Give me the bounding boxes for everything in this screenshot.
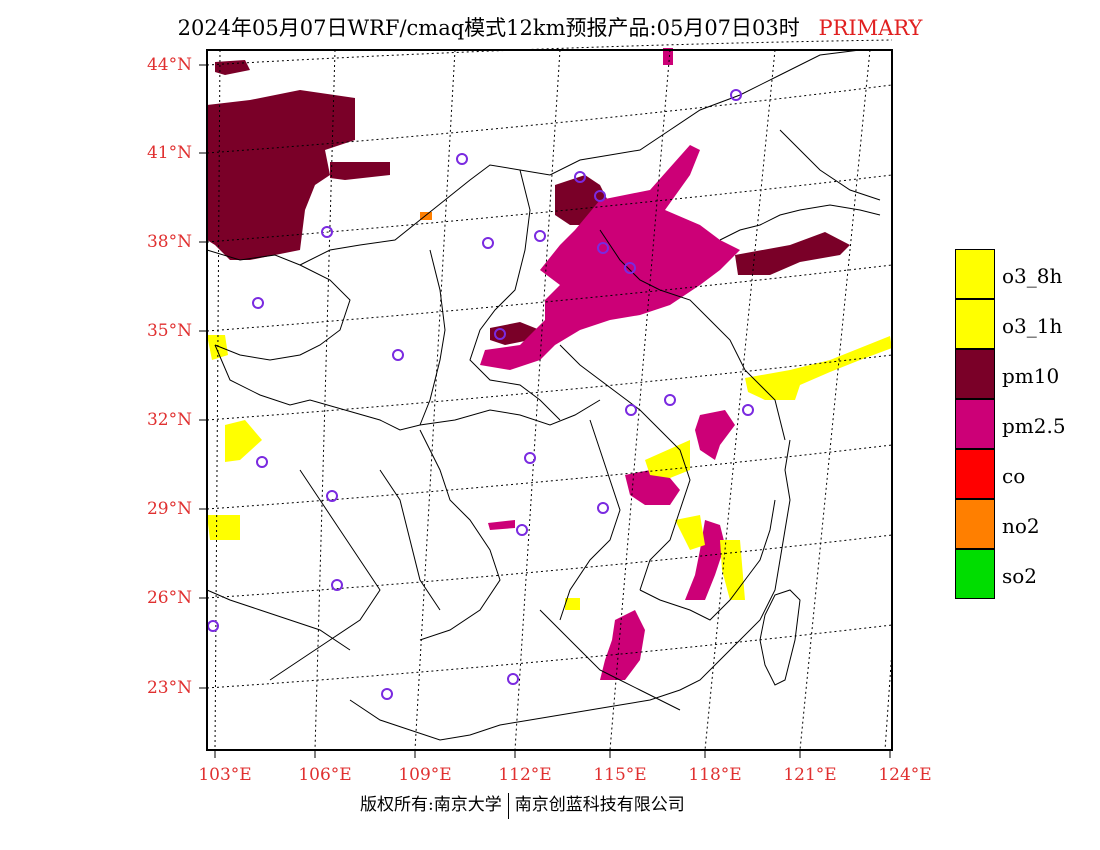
pm25-anhui <box>695 410 735 460</box>
station-markers <box>207 89 754 700</box>
station-marker <box>326 490 338 502</box>
legend-swatch <box>955 299 995 349</box>
pm10-ningxia <box>330 162 390 180</box>
lon-label: 109°E <box>398 765 452 785</box>
copyright-right: 南京创蓝科技有限公司 <box>514 795 685 815</box>
pm10-northwest <box>207 90 355 260</box>
title-text: 2024年05月07日WRF/cmaq模式12km预报产品:05月07日03时 <box>177 16 800 40</box>
map-title: 2024年05月07日WRF/cmaq模式12km预报产品:05月07日03时 … <box>0 12 1100 42</box>
pm25-north-china-plain <box>480 145 740 370</box>
longitude-lines <box>214 49 893 751</box>
lat-label: 29°N <box>146 499 192 519</box>
station-marker <box>381 688 393 700</box>
lat-label: 26°N <box>146 588 192 608</box>
legend-label: pm2.5 <box>1002 414 1066 438</box>
station-marker <box>730 89 742 101</box>
taiwan-outline <box>759 589 801 686</box>
station-marker <box>597 242 609 254</box>
latitude-lines <box>206 39 893 689</box>
station-marker <box>597 502 609 514</box>
station-marker <box>494 328 506 340</box>
station-marker <box>534 230 546 242</box>
station-marker <box>516 524 528 536</box>
lat-label: 44°N <box>146 55 192 75</box>
lon-label: 124°E <box>878 765 932 785</box>
o3-regions <box>207 335 892 610</box>
legend-label: co <box>1002 464 1026 488</box>
legend-swatch <box>955 499 995 549</box>
station-marker <box>524 452 536 464</box>
station-marker <box>207 620 219 632</box>
no2-spot <box>420 212 432 220</box>
o3-yunnan-west <box>207 515 240 540</box>
title-tag: PRIMARY <box>818 16 923 40</box>
o3-sichuan <box>225 420 262 462</box>
copyright-footer: 版权所有:南京大学 南京创蓝科技有限公司 <box>360 790 685 819</box>
o3-jiangxi-east <box>675 515 705 550</box>
legend-label: o3_1h <box>1002 314 1063 338</box>
pm25-hubei <box>625 470 680 505</box>
legend-swatch <box>955 349 995 399</box>
lon-label: 121°E <box>783 765 837 785</box>
axis-ticks <box>199 64 891 758</box>
lon-label: 112°E <box>498 765 552 785</box>
station-marker <box>456 153 468 165</box>
station-marker <box>742 404 754 416</box>
lat-label: 35°N <box>146 321 192 341</box>
pm25-fujian <box>685 520 725 600</box>
o3-jiangsu-coast <box>745 336 892 400</box>
station-marker <box>252 297 264 309</box>
lat-label: 23°N <box>146 678 192 698</box>
station-marker <box>664 394 676 406</box>
pm25-hunan <box>488 520 515 530</box>
legend-swatch <box>955 249 995 299</box>
pm10-shandong <box>735 232 850 275</box>
copyright-left: 版权所有:南京大学 <box>360 795 502 815</box>
station-marker <box>574 171 586 183</box>
pm25-mo-top <box>663 48 673 65</box>
lon-label: 115°E <box>593 765 647 785</box>
lon-label: 106°E <box>298 765 352 785</box>
station-marker <box>321 226 333 238</box>
lon-label: 103°E <box>198 765 252 785</box>
o3-fujian-coast <box>720 540 745 600</box>
o3-west-edge <box>207 335 228 360</box>
o3-guangdong-dot <box>565 598 580 610</box>
pm10-regions <box>207 60 850 345</box>
station-marker <box>256 456 268 468</box>
station-marker <box>507 673 519 685</box>
station-marker <box>625 404 637 416</box>
station-marker <box>331 579 343 591</box>
station-marker <box>624 262 636 274</box>
lat-label: 38°N <box>146 232 192 252</box>
legend-label: pm10 <box>1002 364 1060 388</box>
lat-label: 32°N <box>146 410 192 430</box>
o3-zhejiang <box>645 440 690 478</box>
lat-label: 41°N <box>146 143 192 163</box>
footer-divider <box>507 792 509 819</box>
station-marker <box>392 349 404 361</box>
legend-swatch <box>955 399 995 449</box>
station-marker <box>594 190 606 202</box>
pm25-regions <box>480 48 740 680</box>
pm25-guangdong <box>600 610 645 680</box>
legend-label: o3_8h <box>1002 264 1063 288</box>
lon-label: 118°E <box>688 765 742 785</box>
legend-swatch <box>955 549 995 599</box>
map-frame <box>206 49 893 751</box>
legend-label: no2 <box>1002 514 1040 538</box>
legend-swatch <box>955 449 995 499</box>
station-marker <box>482 237 494 249</box>
legend-label: so2 <box>1002 564 1038 588</box>
pm10-top-strip <box>215 60 250 75</box>
